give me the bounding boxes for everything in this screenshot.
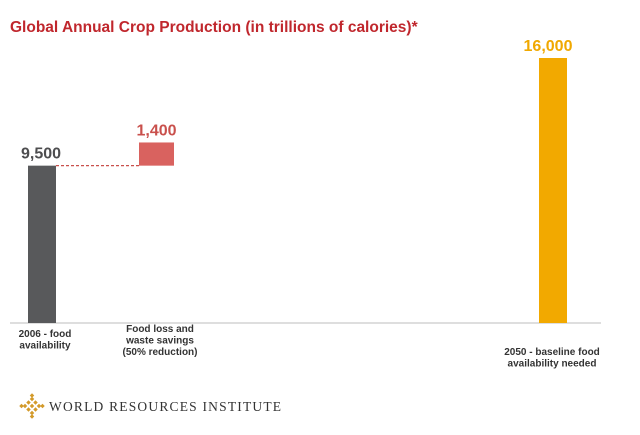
category-labels-layer: 2006 - food availability Food loss and wast… — [19, 324, 600, 370]
bars-layer — [28, 58, 567, 323]
logo-text: WORLD RESOURCES INSTITUTE — [49, 399, 282, 414]
chart-title: Global Annual Crop Production (in trilli… — [10, 19, 419, 36]
bar-2050-value-label: 16,000 — [524, 38, 573, 55]
labels-layer: 9,500 1,400 16,000 — [21, 38, 573, 163]
bar-2006-value-label: 9,500 — [21, 146, 61, 163]
bar-2050-category-label: 2050 - baseline food availability needed — [504, 347, 600, 370]
bar-food-loss-savings — [139, 142, 174, 166]
bar-2006-category-label: 2006 - food availability — [19, 329, 72, 352]
bar-2006 — [28, 165, 56, 323]
wri-diamond-logo-icon — [19, 393, 45, 419]
bar-2050 — [539, 58, 567, 323]
bar-food-loss-savings-value-label: 1,400 — [136, 122, 176, 139]
bar-food-loss-savings-category-label: Food loss and waste savings (50% reduction… — [122, 324, 197, 358]
